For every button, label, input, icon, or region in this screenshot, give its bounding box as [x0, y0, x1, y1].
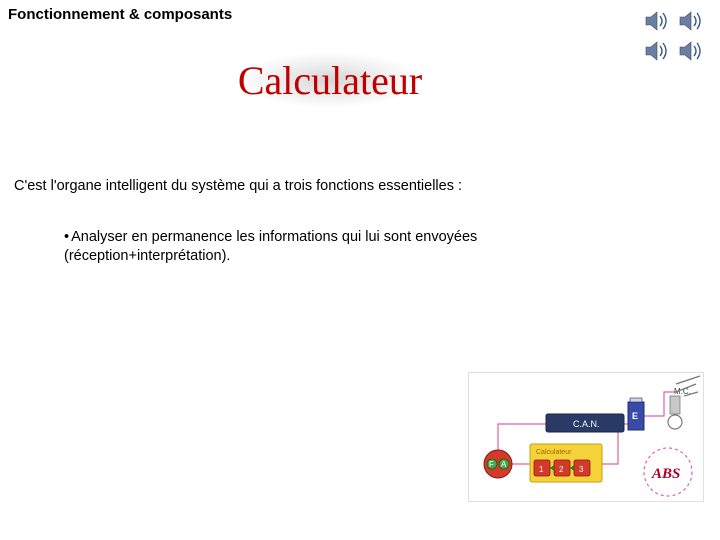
abs-diagram: M.C. E C.A.N. Calculateur 1 2 3 F A	[468, 372, 704, 502]
caliper-icon	[668, 376, 700, 429]
speaker-icon	[678, 40, 706, 64]
speaker-icon-grid	[644, 10, 706, 64]
can-label: C.A.N.	[573, 419, 600, 429]
e-label: E	[632, 411, 638, 421]
fa-a: A	[501, 460, 507, 469]
speaker-icon	[644, 10, 672, 34]
speaker-icon	[678, 10, 706, 34]
bullet-item: Analyser en permanence les informations …	[64, 228, 584, 266]
main-title-container: Calculateur	[180, 48, 480, 112]
fa-f: F	[489, 460, 494, 469]
cell-2: 2	[559, 465, 564, 474]
intro-text: C'est l'organe intelligent du système qu…	[14, 178, 462, 194]
speaker-icon	[644, 40, 672, 64]
header-title: Fonctionnement & composants	[8, 6, 232, 23]
abs-label: ABS	[651, 466, 680, 482]
cell-1: 1	[539, 465, 544, 474]
main-title: Calculateur	[238, 57, 422, 104]
cell-3: 3	[579, 465, 584, 474]
calculateur-label: Calculateur	[536, 449, 572, 456]
